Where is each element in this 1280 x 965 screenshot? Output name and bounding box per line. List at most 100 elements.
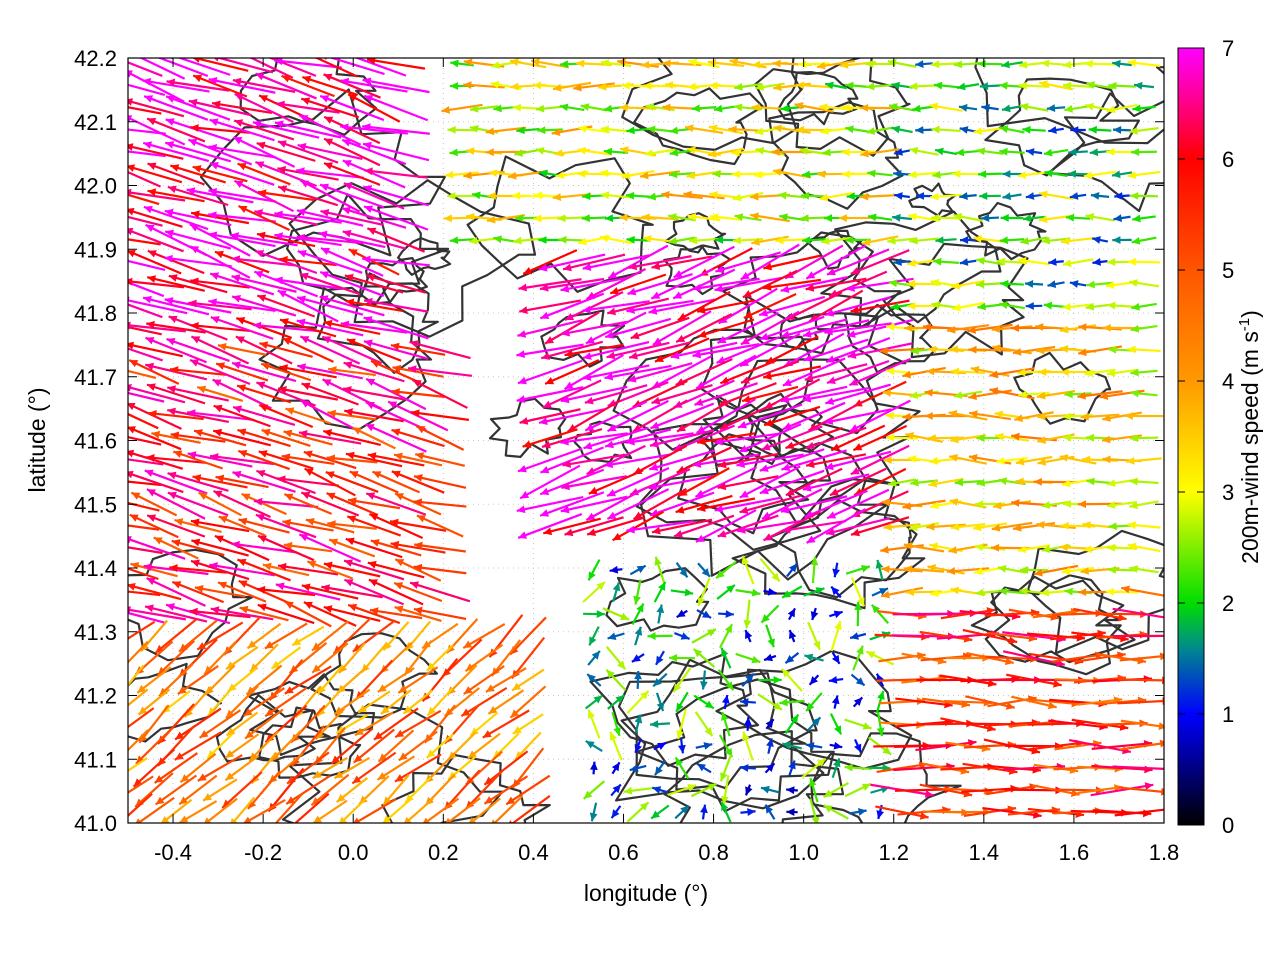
y-tick-label: 41.5	[74, 492, 117, 517]
x-axis-title: longitude (°)	[584, 880, 708, 906]
wind-arrow-head	[754, 171, 762, 179]
wind-arrow-head	[234, 119, 243, 126]
wind-arrow-head	[445, 171, 453, 179]
wind-arrow-shaft	[391, 430, 444, 446]
wind-arrow-head	[578, 238, 587, 246]
colorbar-tick-label: 4	[1222, 369, 1234, 394]
wind-arrow-head	[954, 60, 962, 68]
wind-arrow-head	[577, 170, 585, 178]
wind-arrow-head	[235, 50, 244, 57]
colorbar-tick-label: 0	[1222, 813, 1234, 838]
wind-arrow-head	[470, 125, 479, 133]
wind-arrows	[98, 49, 1175, 830]
wind-arrow-head	[1090, 148, 1098, 156]
wind-arrow-head	[674, 530, 683, 537]
wind-arrow-head	[1167, 765, 1175, 773]
wind-arrow-head	[1061, 522, 1069, 530]
wind-arrow-head	[738, 421, 747, 428]
wind-arrow-head	[1162, 676, 1170, 684]
wind-arrow-head	[110, 732, 119, 740]
wind-arrow-head	[999, 82, 1007, 90]
wind-arrow-head	[347, 515, 356, 522]
wind-arrow-head	[144, 206, 153, 213]
terrain-contour	[490, 399, 565, 457]
wind-arrow-head	[98, 145, 107, 153]
wind-arrow-head	[1127, 346, 1135, 354]
x-tick-label: 1.0	[788, 840, 819, 865]
wind-arrow-head	[584, 442, 593, 449]
wind-arrow-head	[125, 450, 134, 457]
terrain-contour	[779, 72, 858, 124]
wind-arrow-head	[134, 818, 143, 826]
wind-arrow-head	[631, 332, 640, 339]
wind-arrow-head	[1060, 543, 1068, 551]
wind-arrow-head	[558, 236, 566, 244]
wind-arrow-head	[991, 544, 999, 552]
wind-arrow-head	[103, 100, 112, 108]
wind-arrow-head	[1026, 302, 1034, 310]
wind-arrow-head	[1078, 588, 1086, 596]
wind-arrow-head	[975, 589, 983, 597]
wind-arrow-head	[1128, 258, 1136, 266]
wind-arrow-head	[557, 214, 565, 222]
wind-arrow-head	[655, 766, 663, 775]
y-tick-label: 41.6	[74, 429, 117, 454]
wind-arrow-head	[817, 170, 825, 178]
wind-arrow-head	[117, 770, 126, 778]
wind-arrow-head	[733, 236, 741, 244]
wind-arrow-head	[931, 126, 939, 134]
wind-arrow-head	[210, 272, 219, 279]
y-tick-label: 42.2	[74, 46, 117, 71]
wind-arrow-head	[1011, 499, 1019, 507]
wind-arrow-head	[605, 214, 613, 222]
wind-arrow-head	[450, 148, 458, 156]
wind-arrow-head	[238, 450, 247, 457]
y-tick-label: 42.0	[74, 174, 117, 199]
wind-arrow-head	[122, 322, 130, 330]
wind-arrow-head	[742, 732, 749, 741]
wind-arrow-head	[582, 192, 590, 200]
wind-arrow-head	[125, 471, 134, 478]
wind-arrow-head	[523, 441, 532, 448]
wind-arrow-head	[103, 161, 112, 168]
wind-arrow-head	[1025, 280, 1033, 288]
wind-arrow-head	[752, 61, 760, 69]
wind-arrow-head	[111, 796, 120, 804]
wind-arrow-head	[778, 192, 786, 200]
wind-arrow-head	[949, 546, 958, 554]
wind-arrow-head	[101, 453, 110, 461]
terrain-contour	[975, 0, 1209, 143]
colorbar-tick-label: 3	[1222, 480, 1234, 505]
wind-arrow-head	[1108, 522, 1116, 530]
wind-arrow-head	[930, 193, 938, 201]
wind-arrow-head	[100, 271, 109, 278]
wind-arrow-head	[1159, 722, 1168, 730]
wind-arrow-head	[1000, 236, 1008, 244]
colorbar-tick-label: 1	[1222, 702, 1234, 727]
wind-arrow-head	[488, 192, 496, 200]
wind-arrow-head	[908, 171, 916, 179]
wind-arrow-head	[1102, 455, 1110, 463]
wind-arrow-head	[320, 184, 329, 191]
wind-arrow-head	[444, 214, 452, 222]
wind-arrow-head	[105, 520, 114, 528]
wind-arrow-head	[650, 720, 658, 728]
wind-arrow-head	[364, 205, 373, 212]
wind-arrow-head	[533, 82, 541, 90]
wind-arrow-head	[1130, 192, 1138, 200]
wind-arrow-head	[1167, 632, 1175, 640]
wind-arrow-head	[694, 398, 703, 405]
wind-arrow-head	[935, 236, 943, 244]
wind-arrow-head	[1113, 126, 1121, 134]
wind-arrow-head	[1087, 281, 1095, 289]
wind-arrow-shaft	[269, 793, 302, 830]
wind-arrow-head	[236, 317, 245, 324]
wind-arrow-head	[909, 82, 917, 90]
wind-arrow-head	[553, 193, 561, 201]
wind-arrow-head	[1060, 454, 1069, 462]
wind-arrow-head	[834, 611, 843, 618]
wind-arrow-head	[773, 168, 782, 176]
wind-arrow-head	[463, 81, 471, 89]
wind-arrow-head	[1132, 237, 1141, 245]
